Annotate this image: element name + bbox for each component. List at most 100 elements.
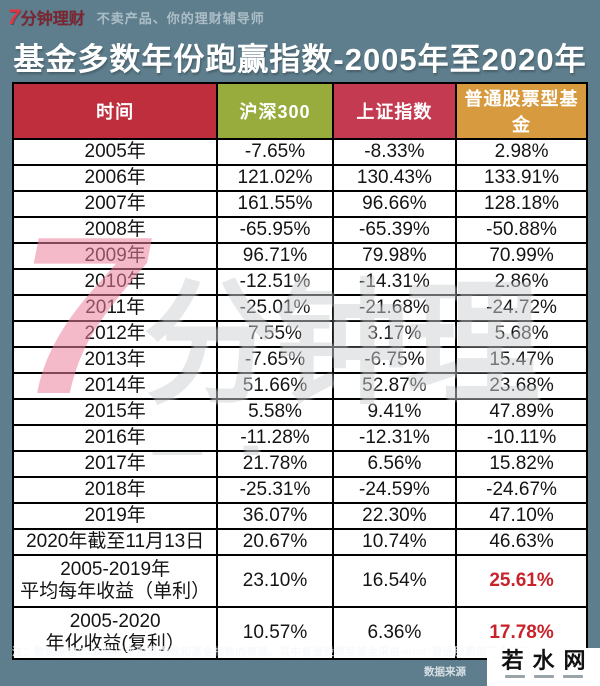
- cell-value: 46.63%: [455, 528, 588, 556]
- cell-time: 2005-2020 年化收益(复利）: [11, 606, 219, 660]
- cell-time: 2019年: [11, 502, 219, 530]
- cell-time: 2005-2019年 平均每年收益（单利）: [11, 554, 219, 608]
- cell-value: 2.86%: [455, 268, 588, 296]
- cell-value: 6.56%: [331, 450, 458, 478]
- cell-value: 79.98%: [331, 242, 458, 270]
- cell-value: 96.71%: [216, 242, 334, 270]
- table-row: 2015年 5.58% 9.41% 47.89%: [11, 398, 588, 426]
- cell-time: 2010年: [11, 268, 219, 296]
- table-row: 2012年 7.55% 3.17% 5.68%: [11, 320, 588, 348]
- cell-time: 2012年: [11, 320, 219, 348]
- cell-value: -11.28%: [216, 424, 334, 452]
- cell-value: 36.07%: [216, 502, 334, 530]
- table-row: 2016年 -11.28% -12.31% -10.11%: [11, 424, 588, 452]
- cell-value: -21.68%: [331, 294, 458, 322]
- cell-value: 3.17%: [331, 320, 458, 348]
- cell-time: 2006年: [11, 164, 219, 192]
- cell-time: 2018年: [11, 476, 219, 504]
- cell-value: 23.68%: [455, 372, 588, 400]
- page-title: 基金多数年份跑赢指数-2005年至2020年: [13, 42, 587, 77]
- brand-bar: 7 分钟理财 不卖产品、你的理财辅导师: [8, 5, 592, 30]
- table-row: 2010年 -12.51% -14.31% 2.86%: [11, 268, 588, 296]
- cell-time: 2014年: [11, 372, 219, 400]
- cell-value: 7.55%: [216, 320, 334, 348]
- cell-value: -50.88%: [455, 216, 588, 244]
- cell-value: -24.59%: [331, 476, 458, 504]
- data-source-label: 数据来源: [424, 666, 466, 678]
- cell-value: 10.74%: [331, 528, 458, 556]
- brand-tagline: 不卖产品、你的理财辅导师: [96, 10, 265, 26]
- cell-value: 96.66%: [331, 190, 458, 218]
- brand-logo-seven: 7: [8, 5, 20, 29]
- table-row: 2020年截至11月13日 20.67% 10.74% 46.63%: [11, 528, 588, 556]
- cell-value: 9.41%: [331, 398, 458, 426]
- cell-value: -25.31%: [216, 476, 334, 504]
- column-header-1: 沪深300: [216, 82, 334, 140]
- cell-value: 5.68%: [455, 320, 588, 348]
- site-watermark-box: 若水网: [487, 648, 600, 686]
- site-watermark-text: 若水网: [501, 648, 595, 673]
- cell-value: -8.33%: [331, 138, 458, 166]
- cell-value: 15.47%: [455, 346, 588, 374]
- table-row: 2014年 51.66% 52.87% 23.68%: [11, 372, 588, 400]
- brand-logo: 7 分钟理财: [8, 5, 85, 30]
- table-row: 2008年 -65.95% -65.39% -50.88%: [11, 216, 588, 244]
- table-row: 2006年 121.02% 130.43% 133.91%: [11, 164, 588, 192]
- cell-value: 130.43%: [331, 164, 458, 192]
- table-row: 2009年 96.71% 79.98% 70.99%: [11, 242, 588, 270]
- cell-value: 70.99%: [455, 242, 588, 270]
- table-row: 2007年 161.55% 96.66% 128.18%: [11, 190, 588, 218]
- table-row: 2017年 21.78% 6.56% 15.82%: [11, 450, 588, 478]
- cell-time: 2011年: [11, 294, 219, 322]
- cell-value: 47.89%: [455, 398, 588, 426]
- cell-time: 2016年: [11, 424, 219, 452]
- cell-time: 2015年: [11, 398, 219, 426]
- cell-value: 16.54%: [331, 554, 458, 608]
- cell-time: 2013年: [11, 346, 219, 374]
- cell-value: 133.91%: [455, 164, 588, 192]
- cell-value: 6.36%: [331, 606, 458, 660]
- table-row: 2018年 -25.31% -24.59% -24.67%: [11, 476, 588, 504]
- column-header-0: 时间: [11, 82, 219, 140]
- cell-value: 52.87%: [331, 372, 458, 400]
- cell-value: -24.67%: [455, 476, 588, 504]
- cell-value: 2.98%: [455, 138, 588, 166]
- cell-value: 22.30%: [331, 502, 458, 530]
- cell-value: -6.75%: [331, 346, 458, 374]
- cell-value: 20.67%: [216, 528, 334, 556]
- cell-value: -7.65%: [216, 138, 334, 166]
- table-body: 2005年 -7.65% -8.33% 2.98% 2006年 121.02% 130.43…: [11, 138, 588, 660]
- cell-value: -25.01%: [216, 294, 334, 322]
- cell-time: 2017年: [11, 450, 219, 478]
- cell-value: -24.72%: [455, 294, 588, 322]
- cell-value: 5.58%: [216, 398, 334, 426]
- site-watermark-subtext: [504, 675, 583, 678]
- cell-value: 51.66%: [216, 372, 334, 400]
- cell-time: 2009年: [11, 242, 219, 270]
- cell-value: 121.02%: [216, 164, 334, 192]
- cell-value: 10.57%: [216, 606, 334, 660]
- cell-time: 2005年: [11, 138, 219, 166]
- table-header-row: 时间 沪深300 上证指数 普通股票型基金: [11, 82, 588, 140]
- cell-value: -12.51%: [216, 268, 334, 296]
- footnote: 注：数据采自2005年以来股票指数和基金指数的表现。其中普通股票型基金采自win…: [12, 646, 537, 658]
- cell-time: 2020年截至11月13日: [11, 528, 219, 556]
- cell-time: 2008年: [11, 216, 219, 244]
- brand-logo-text: 分钟理财: [20, 10, 85, 28]
- cell-value: -65.95%: [216, 216, 334, 244]
- cell-time: 2007年: [11, 190, 219, 218]
- cell-value: 161.55%: [216, 190, 334, 218]
- cell-value: -10.11%: [455, 424, 588, 452]
- cell-value: 25.61%: [455, 554, 588, 608]
- cell-value: 47.10%: [455, 502, 588, 530]
- cell-value: 15.82%: [455, 450, 588, 478]
- cell-value: -12.31%: [331, 424, 458, 452]
- table-row: 2005-2019年 平均每年收益（单利） 23.10% 16.54% 25.61%: [11, 554, 588, 608]
- cell-value: 128.18%: [455, 190, 588, 218]
- performance-table: 时间 沪深300 上证指数 普通股票型基金 2005年 -7.65% -8.33% 2.98…: [11, 82, 588, 660]
- column-header-3: 普通股票型基金: [455, 82, 588, 140]
- column-header-2: 上证指数: [331, 82, 458, 140]
- cell-value: -14.31%: [331, 268, 458, 296]
- cell-value: 23.10%: [216, 554, 334, 608]
- table-row: 2013年 -7.65% -6.75% 15.47%: [11, 346, 588, 374]
